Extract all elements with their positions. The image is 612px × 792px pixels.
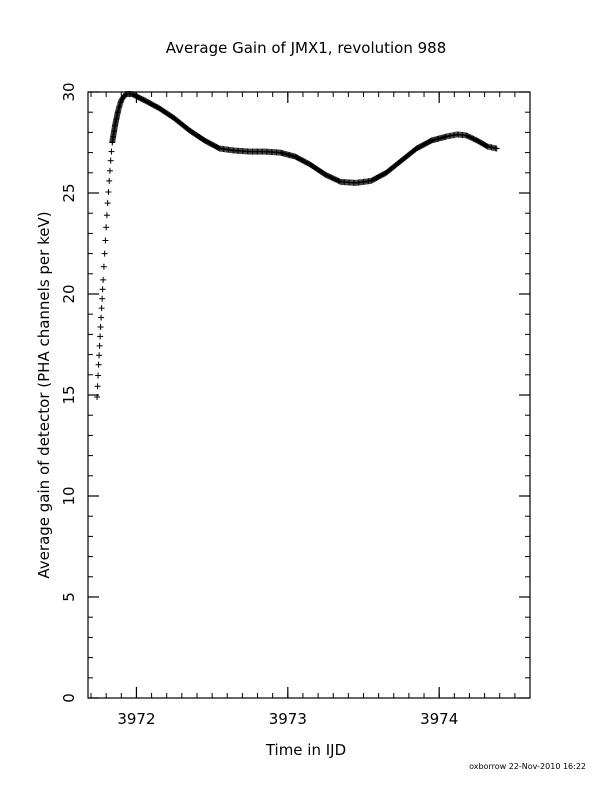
data-point-interp [138,95,145,102]
chart-title: Average Gain of JMX1, revolution 988 [166,39,447,57]
plot-frame [87,91,531,699]
data-point-interp [103,212,110,219]
data-point-interp [305,160,312,167]
data-point-interp [105,188,112,195]
y-tick-label: 5 [60,592,78,602]
data-point-interp [492,145,499,152]
data-point-interp [381,170,388,177]
data-point-interp [97,323,104,330]
data-point-interp [94,383,101,390]
y-tick-label: 25 [60,183,78,202]
data-series [94,91,500,401]
data-point-interp [335,177,342,184]
data-point-interp [199,136,206,143]
data-point [103,224,110,231]
x-tick-label: 3974 [420,710,458,728]
data-point [94,394,101,401]
data-point [100,276,107,283]
x-axis-label: Time in IJD [265,741,346,759]
data-point-interp [320,170,327,177]
data-point-interp [99,295,106,302]
data-point [101,250,108,257]
data-point-interp [471,136,478,143]
x-axis-ticks: 3972 3973 3974 [117,92,458,728]
data-point-interp [99,286,106,293]
data-point [104,200,111,207]
data-point-interp [102,237,109,244]
data-point-interp [106,167,113,174]
data-point-interp [108,148,115,155]
data-point [107,157,114,164]
data-point-interp [95,372,102,379]
data-point-interp [100,263,107,270]
data-point-interp [214,144,221,151]
footer-credit: oxborrow 22-Nov-2010 16:22 [469,762,586,771]
data-point [98,305,105,312]
y-minor-ticks [88,91,530,699]
y-tick-label: 0 [60,693,78,703]
y-tick-label: 15 [60,385,78,404]
data-point-interp [482,142,489,149]
y-tick-label: 10 [60,486,78,505]
data-point-interp [96,352,103,359]
data-point-interp [98,314,105,321]
y-tick-label: 30 [60,82,78,101]
data-point-interp [153,104,160,111]
y-tick-label: 20 [60,284,78,303]
y-axis-label: Average gain of detector (PHA channels p… [35,211,53,578]
x-tick-label: 3972 [117,710,155,728]
data-point [95,361,102,368]
data-point-interp [96,342,103,349]
x-tick-label: 3973 [269,710,307,728]
data-point [97,333,104,340]
data-point-interp [426,138,433,145]
x-minor-ticks [90,92,531,698]
data-point [106,177,113,184]
y-axis-ticks: 0 5 10 15 20 25 30 [60,82,530,703]
